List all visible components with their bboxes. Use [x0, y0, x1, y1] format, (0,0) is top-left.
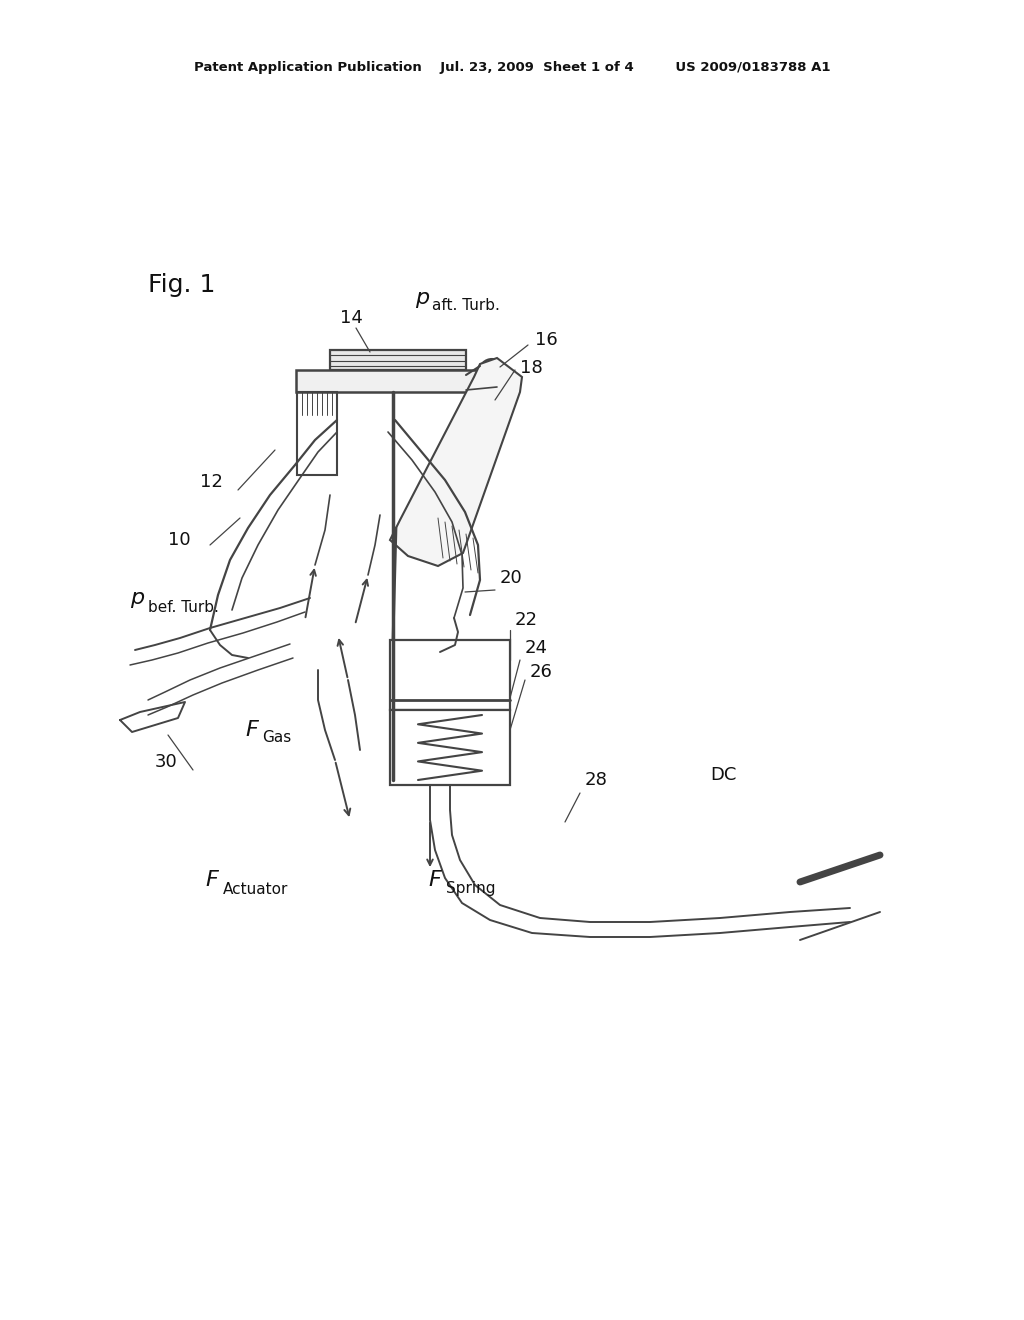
Text: F: F: [205, 870, 218, 890]
Text: 24: 24: [525, 639, 548, 657]
Text: 16: 16: [535, 331, 558, 348]
Text: DC: DC: [710, 766, 736, 784]
Polygon shape: [390, 358, 522, 566]
Polygon shape: [390, 710, 510, 785]
Text: 22: 22: [515, 611, 538, 630]
Text: 14: 14: [340, 309, 362, 327]
Text: F: F: [245, 719, 258, 741]
Text: 26: 26: [530, 663, 553, 681]
Polygon shape: [296, 370, 490, 392]
Text: p: p: [130, 587, 144, 609]
Text: 20: 20: [500, 569, 522, 587]
Polygon shape: [330, 350, 466, 370]
Text: 10: 10: [168, 531, 190, 549]
Text: Gas: Gas: [262, 730, 291, 746]
Text: Spring: Spring: [446, 880, 496, 895]
Text: 30: 30: [155, 752, 178, 771]
Text: Fig. 1: Fig. 1: [148, 273, 215, 297]
Text: F: F: [428, 870, 440, 890]
Text: Actuator: Actuator: [223, 883, 289, 898]
Text: 18: 18: [520, 359, 543, 378]
Text: aft. Turb.: aft. Turb.: [432, 298, 500, 314]
Text: 28: 28: [585, 771, 608, 789]
Polygon shape: [390, 640, 510, 710]
Text: bef. Turb.: bef. Turb.: [148, 601, 219, 615]
Text: p: p: [415, 288, 429, 308]
Text: 12: 12: [200, 473, 223, 491]
Text: Patent Application Publication    Jul. 23, 2009  Sheet 1 of 4         US 2009/01: Patent Application Publication Jul. 23, …: [194, 62, 830, 74]
